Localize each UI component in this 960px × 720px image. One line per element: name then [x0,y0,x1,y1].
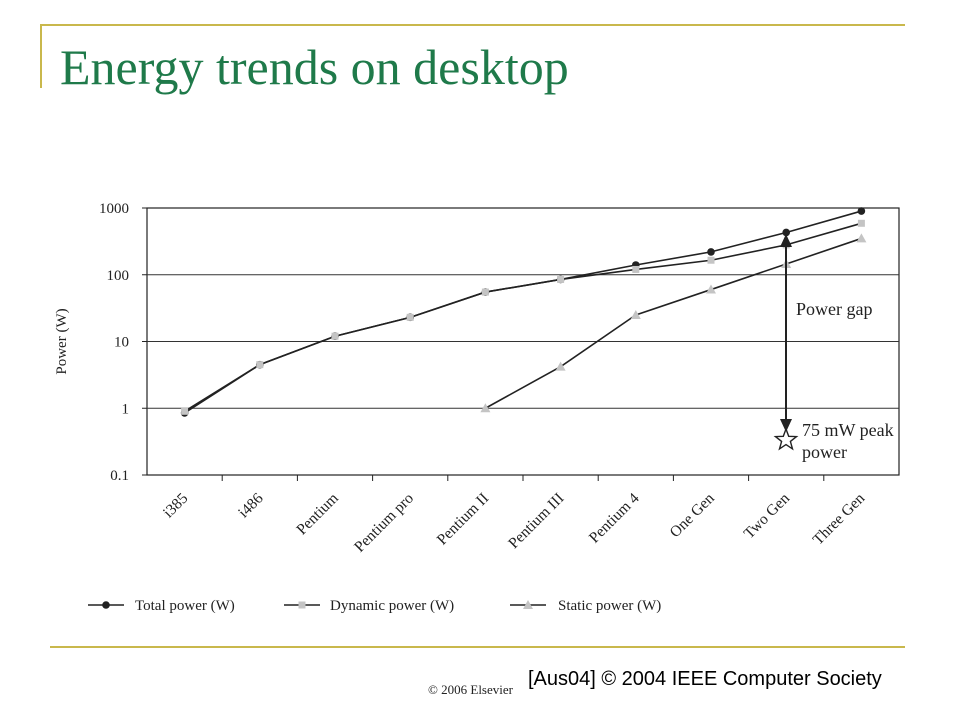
y-tick-label: 0.1 [110,468,129,484]
legend-marker-dynamic [298,601,306,609]
data-point-total [782,228,790,237]
x-tick-label: Pentium II [434,490,493,549]
y-axis-title: Power (W) [54,308,70,374]
y-tick-label: 1 [122,401,130,417]
x-tick-label: One Gen [667,490,718,541]
power-gap-arrow-head-up [780,234,792,247]
x-tick-label: i385 [160,490,192,522]
data-point-dynamic [406,313,414,321]
data-point-dynamic [256,361,264,369]
data-point-dynamic [331,332,339,340]
legend-marker-total [102,601,110,609]
citation-text: [Aus04] © 2004 IEEE Computer Society [528,668,882,690]
power-gap-arrow-head-down [780,419,792,432]
series-line-total [184,210,862,414]
data-point-static [480,403,491,413]
data-point-static [555,361,566,371]
data-point-dynamic [481,288,489,296]
decorative-bottom-line [50,646,905,648]
data-point-static [856,233,867,243]
x-tick-label: i486 [235,490,267,522]
slide-title: Energy trends on desktop [60,39,569,95]
legend-label-total: Total power (W) [135,598,235,614]
y-tick-label: 10 [114,335,129,351]
x-tick-label: Pentium pro [351,490,417,556]
y-tick-label: 1000 [99,201,129,217]
peak-power-label-line: 75 mW peak [802,420,894,440]
series-line-dynamic [184,222,862,412]
x-tick-label: Three Gen [810,490,869,549]
data-point-dynamic [707,256,715,264]
data-point-dynamic [857,219,865,227]
legend-label-static: Static power (W) [558,598,661,614]
legend-marker-static [523,600,533,609]
data-point-dynamic [632,265,640,273]
peak-power-label: 75 mW peak power [802,420,894,462]
data-point-dynamic [181,407,189,415]
power-gap-label: Power gap [796,299,872,319]
decorative-top-line [40,24,905,26]
x-tick-label: Two Gen [741,490,794,543]
x-tick-label: Pentium [293,490,342,539]
decorative-vertical-line [40,24,42,88]
copyright-note: © 2006 Elsevier [428,682,513,697]
data-point-static [630,309,641,319]
data-point-static [706,284,716,294]
series-line-static [485,237,862,409]
peak-power-label-line: power [802,442,847,462]
x-tick-label: Pentium III [505,490,567,552]
data-point-dynamic [557,275,565,283]
x-tick-label: Pentium 4 [586,490,643,547]
star-marker [773,426,799,451]
legend-label-dynamic: Dynamic power (W) [330,598,454,614]
y-tick-label: 100 [107,268,130,284]
data-point-total [707,248,715,256]
data-point-total [857,207,866,215]
